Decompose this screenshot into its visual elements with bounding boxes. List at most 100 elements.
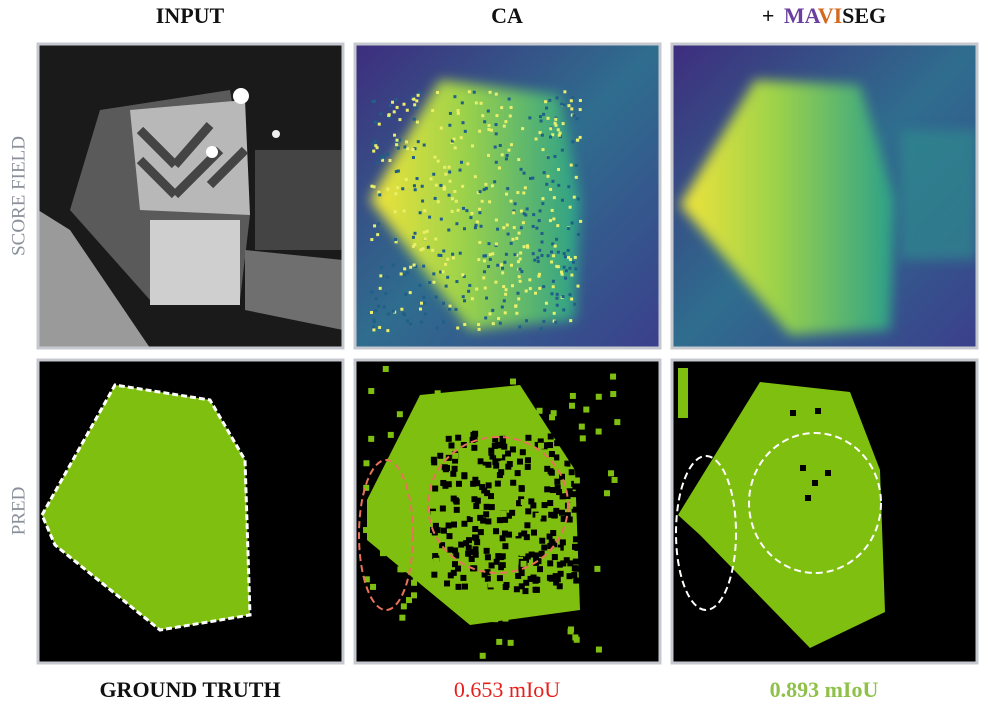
speckle bbox=[534, 137, 538, 141]
speckle bbox=[551, 285, 555, 289]
speckle bbox=[499, 535, 506, 542]
speckle bbox=[484, 554, 491, 561]
speckle bbox=[377, 190, 381, 194]
speckle bbox=[572, 260, 576, 264]
speckle bbox=[368, 435, 375, 442]
speckle bbox=[496, 442, 503, 449]
speckle bbox=[372, 185, 376, 189]
speckle bbox=[465, 209, 469, 213]
speckle bbox=[400, 307, 404, 311]
speckle bbox=[372, 320, 376, 324]
header-maviseg: + MAVISEG bbox=[762, 3, 886, 28]
speckle bbox=[479, 224, 483, 228]
speckle bbox=[437, 253, 441, 257]
speckle bbox=[460, 101, 464, 105]
speckle bbox=[479, 484, 486, 491]
speckle bbox=[385, 275, 389, 279]
speckle bbox=[555, 303, 559, 307]
speckle bbox=[560, 531, 567, 538]
speckle bbox=[382, 155, 386, 159]
speckle bbox=[536, 407, 543, 414]
speckle bbox=[488, 562, 495, 569]
speckle bbox=[544, 486, 551, 493]
speckle bbox=[394, 170, 398, 174]
speckle bbox=[536, 256, 540, 260]
speckle bbox=[567, 560, 574, 567]
speckle bbox=[509, 446, 516, 453]
speckle bbox=[439, 126, 443, 130]
speckle bbox=[393, 210, 397, 214]
speckle bbox=[560, 466, 567, 473]
speckle bbox=[506, 232, 510, 236]
speckle bbox=[474, 539, 481, 546]
speckle bbox=[552, 311, 556, 315]
speckle bbox=[373, 120, 377, 124]
speckle bbox=[498, 143, 502, 147]
speckle bbox=[551, 541, 558, 548]
speckle bbox=[532, 213, 536, 217]
speckle bbox=[513, 202, 517, 206]
speckle bbox=[545, 106, 549, 110]
speckle bbox=[422, 264, 426, 268]
speckle bbox=[595, 393, 602, 400]
speckle bbox=[439, 217, 443, 221]
speckle bbox=[505, 512, 512, 519]
speckle bbox=[492, 436, 499, 443]
speckle bbox=[370, 583, 377, 590]
speckle bbox=[413, 188, 417, 192]
speckle bbox=[467, 289, 471, 293]
speckle bbox=[569, 402, 576, 409]
speckle bbox=[402, 209, 406, 213]
speckle bbox=[519, 226, 523, 230]
speckle bbox=[498, 321, 502, 325]
speckle bbox=[576, 197, 580, 201]
speckle bbox=[570, 221, 574, 225]
speckle bbox=[571, 96, 575, 100]
speckle bbox=[537, 219, 541, 223]
speckle bbox=[439, 542, 446, 549]
speckle bbox=[471, 436, 478, 443]
speckle bbox=[558, 509, 565, 516]
speckle bbox=[423, 209, 427, 213]
speckle bbox=[519, 251, 523, 255]
speckle bbox=[531, 224, 535, 228]
speckle bbox=[463, 227, 467, 231]
speckle bbox=[576, 138, 580, 142]
speckle bbox=[542, 112, 546, 116]
speckle bbox=[485, 296, 489, 300]
speckle bbox=[554, 478, 561, 485]
speckle bbox=[422, 295, 426, 299]
speckle bbox=[504, 292, 508, 296]
speckle bbox=[463, 299, 467, 303]
speckle bbox=[553, 154, 557, 158]
speckle bbox=[516, 500, 523, 507]
speckle bbox=[566, 502, 573, 509]
speckle bbox=[566, 248, 570, 252]
speckle bbox=[538, 115, 542, 119]
speckle bbox=[515, 572, 522, 579]
speckle bbox=[491, 322, 495, 326]
speckle bbox=[461, 206, 465, 210]
speckle bbox=[551, 512, 558, 519]
speckle bbox=[456, 111, 460, 115]
speckle bbox=[562, 265, 566, 269]
header-ca: CA bbox=[491, 3, 523, 28]
speckle bbox=[528, 551, 535, 558]
speckle bbox=[538, 550, 545, 557]
speckle bbox=[566, 488, 573, 495]
speckle bbox=[524, 522, 531, 529]
speckle bbox=[473, 175, 477, 179]
speckle bbox=[523, 186, 527, 190]
speckle bbox=[380, 533, 387, 540]
speckle bbox=[492, 459, 499, 466]
speckle bbox=[434, 295, 438, 299]
speckle bbox=[489, 128, 493, 132]
speckle bbox=[398, 118, 402, 122]
speckle bbox=[553, 507, 560, 514]
speckle bbox=[564, 276, 568, 280]
maviseg-pred-mask bbox=[678, 382, 885, 648]
speckle bbox=[539, 327, 543, 331]
speckle bbox=[494, 132, 498, 136]
speckle bbox=[467, 90, 471, 94]
speckle bbox=[595, 646, 602, 653]
